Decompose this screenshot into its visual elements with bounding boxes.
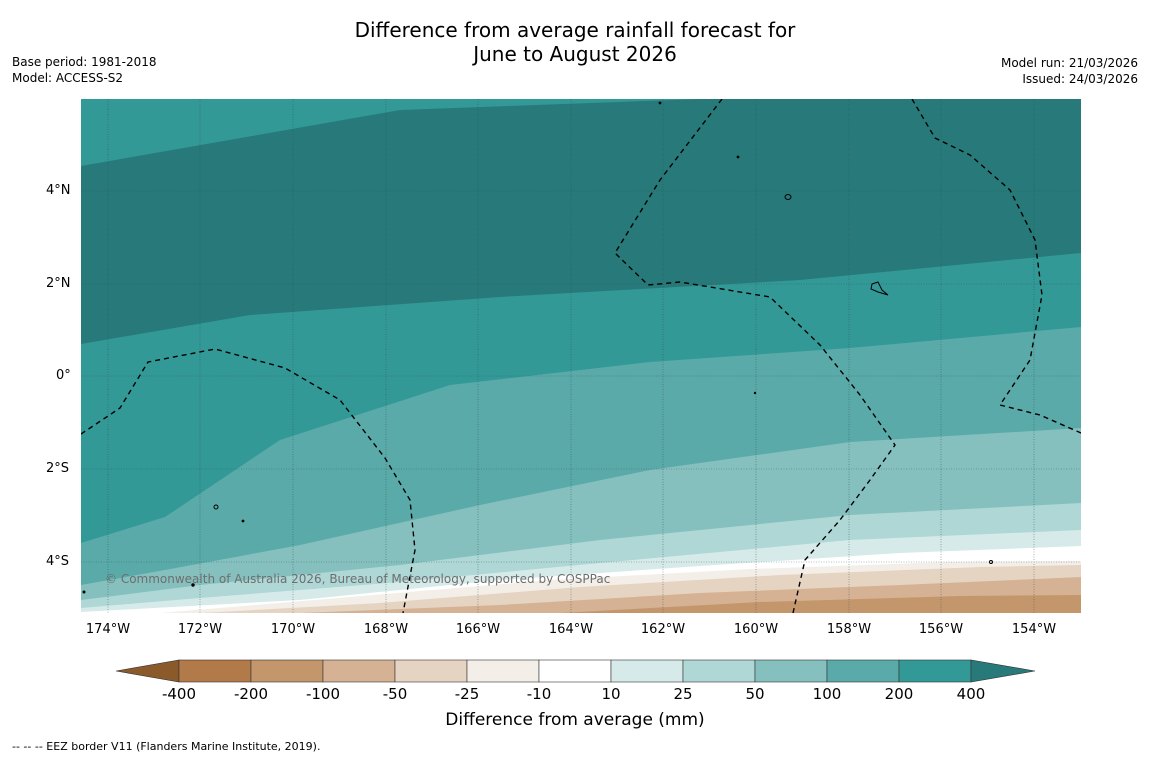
island-2: [870, 281, 889, 296]
lon-label-174w: 174°W: [85, 622, 131, 637]
colorbar-tick-label: 25: [673, 685, 693, 703]
lon-label-172w: 172°W: [177, 622, 223, 637]
band-minus-100-200: [560, 595, 1081, 613]
lat-label-2n: 2°N: [46, 276, 71, 291]
lat-label-4s: 4°S: [46, 554, 70, 569]
island-9: [82, 590, 86, 594]
model-run-label: Model run: 21/03/2026: [1000, 56, 1138, 70]
colorbar-arrow-high: [970, 659, 1036, 683]
colorbar-tick-label: -100: [305, 685, 341, 703]
lon-label-160w: 160°W: [733, 622, 779, 637]
island-6: [241, 519, 245, 523]
lat-label-2s: 2°S: [46, 461, 70, 476]
colorbar-tick-label: -25: [454, 685, 480, 703]
base-period-label: Base period: 1981-2018: [12, 55, 157, 69]
eez-border-east: [911, 99, 1081, 434]
island-5: [658, 101, 662, 105]
island-8: [989, 560, 993, 564]
band-above-400: [81, 99, 1081, 344]
colorbar-segment: [322, 659, 396, 683]
colorbar-tick-label: 400: [956, 685, 986, 703]
colorbar-tick-label: -10: [526, 685, 552, 703]
colorbar-tick-label: 100: [812, 685, 842, 703]
colorbar-segment: [898, 659, 972, 683]
colorbar: [115, 659, 1036, 683]
lon-label-156w: 156°W: [918, 622, 964, 637]
model-info: Base period: 1981-2018 Model: ACCESS-S2: [12, 54, 157, 86]
graticule: [81, 99, 1081, 613]
lon-label-166w: 166°W: [455, 622, 501, 637]
colorbar-tick-label: -200: [233, 685, 269, 703]
islands: [82, 101, 993, 594]
island-1: [784, 194, 792, 200]
colorbar-title: Difference from average (mm): [445, 710, 705, 730]
island-7: [753, 391, 757, 395]
colorbar-segment: [610, 659, 684, 683]
issued-label: Issued: 24/03/2026: [1022, 72, 1138, 86]
island-10: [191, 583, 195, 587]
lon-label-164w: 164°W: [548, 622, 594, 637]
lon-label-154w: 154°W: [1011, 622, 1057, 637]
colorbar-segment: [178, 659, 252, 683]
run-info: Model run: 21/03/2026 Issued: 24/03/2026: [1001, 55, 1138, 87]
island-3: [213, 504, 219, 510]
colorbar-segment: [826, 659, 900, 683]
rainfall-contour-map: [81, 99, 1081, 613]
map-title-line-1: Difference from average rainfall forecas…: [354, 18, 796, 42]
colorbar-segment: [394, 659, 468, 683]
eez-footnote: -- -- -- EEZ border V11 (Flanders Marine…: [12, 740, 321, 753]
colorbar-segment: [250, 659, 324, 683]
copyright-notice: © Commonwealth of Australia 2026, Bureau…: [105, 572, 611, 586]
lat-label-0: 0°: [56, 368, 71, 383]
colorbar-tick-label: -400: [161, 685, 197, 703]
eez-borders: [81, 99, 1081, 613]
colorbar-segment: [538, 659, 612, 683]
lon-label-168w: 168°W: [363, 622, 409, 637]
lon-label-162w: 162°W: [640, 622, 686, 637]
colorbar-segment: [682, 659, 756, 683]
map-title: Difference from average rainfall forecas…: [0, 18, 1150, 66]
lon-label-170w: 170°W: [270, 622, 316, 637]
colorbar-tick-label: 50: [745, 685, 765, 703]
colorbar-segment: [466, 659, 540, 683]
eez-border-central: [614, 99, 896, 613]
colorbar-tick-label: 200: [884, 685, 914, 703]
map-title-line-2: June to August 2026: [473, 42, 677, 66]
model-label: Model: ACCESS-S2: [12, 71, 124, 85]
colorbar-tick-label: -50: [382, 685, 408, 703]
eez-border-west: [81, 348, 416, 613]
colorbar-arrow-low: [115, 659, 180, 683]
colorbar-segment: [754, 659, 828, 683]
lat-label-4n: 4°N: [46, 183, 71, 198]
colorbar-tick-label: 10: [601, 685, 621, 703]
lon-label-158w: 158°W: [826, 622, 872, 637]
island-4: [736, 155, 740, 159]
